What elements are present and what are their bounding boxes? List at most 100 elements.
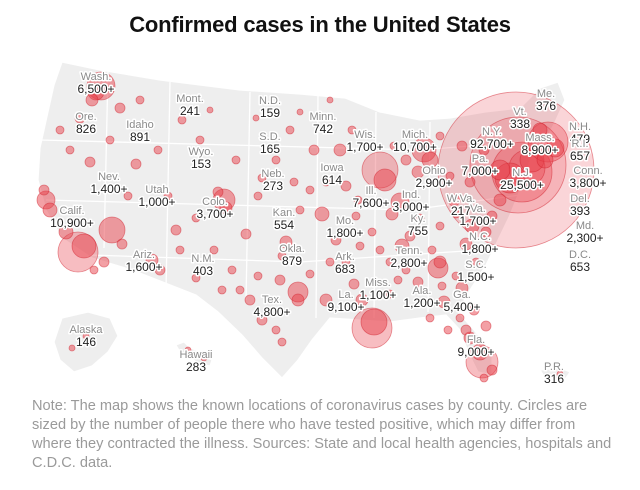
case-bubble bbox=[360, 308, 388, 336]
case-bubble bbox=[212, 186, 224, 198]
state-case-count: 403 bbox=[193, 264, 213, 278]
case-bubble bbox=[65, 145, 75, 155]
case-bubble bbox=[451, 209, 461, 219]
state-case-count: 146 bbox=[76, 335, 96, 349]
state-case-count: 217 bbox=[451, 204, 471, 218]
case-bubble bbox=[411, 165, 425, 179]
case-bubble bbox=[184, 346, 192, 354]
state-name: Ark. bbox=[335, 251, 355, 263]
state-label-w-va: W.Va.217 bbox=[445, 192, 477, 220]
state-label-mass: Mass.8,900+ bbox=[520, 131, 560, 159]
state-name: N.D. bbox=[259, 95, 281, 107]
state-case-count: 1,600+ bbox=[125, 260, 162, 274]
state-label-ark: Ark.683 bbox=[333, 250, 356, 278]
case-bubble bbox=[486, 210, 498, 222]
state-label-ind: Ind.3,000+ bbox=[391, 188, 431, 216]
state-label-n-m: N.M.403 bbox=[190, 252, 216, 280]
state-case-count: 9,000+ bbox=[457, 345, 494, 359]
case-bubble bbox=[435, 131, 445, 141]
case-bubble bbox=[240, 228, 252, 240]
state-name: Miss. bbox=[365, 277, 391, 289]
case-bubble bbox=[401, 265, 411, 275]
state-name: Mass. bbox=[525, 132, 554, 144]
state-label-mo: Mo.1,800+ bbox=[325, 214, 365, 242]
state-label-wis: Wis.1,700+ bbox=[345, 128, 385, 156]
case-bubble bbox=[385, 207, 399, 221]
state-label-colo: Colo.3,700+ bbox=[195, 195, 235, 223]
state-name: Neb. bbox=[261, 168, 284, 180]
case-bubble bbox=[252, 114, 260, 122]
case-bubble bbox=[305, 185, 315, 195]
case-bubble bbox=[279, 235, 293, 249]
state-name: Tenn. bbox=[396, 245, 423, 257]
case-bubble bbox=[437, 295, 451, 309]
state-name: Colo. bbox=[202, 196, 228, 208]
case-bubble bbox=[206, 106, 214, 114]
case-bubble bbox=[471, 343, 489, 361]
case-bubble bbox=[486, 364, 498, 376]
state-case-count: 879 bbox=[282, 254, 302, 268]
case-bubble bbox=[556, 370, 564, 378]
state-case-count: 653 bbox=[570, 260, 590, 274]
case-bubble bbox=[38, 184, 50, 196]
case-bubble bbox=[163, 191, 173, 201]
state-case-count: 273 bbox=[263, 179, 283, 193]
case-bubble bbox=[130, 158, 142, 170]
state-label-kan: Kan.554 bbox=[271, 206, 297, 234]
case-bubble bbox=[455, 313, 465, 323]
state-name: Minn. bbox=[310, 111, 337, 123]
state-name: Del. bbox=[570, 193, 590, 205]
case-bubble bbox=[425, 313, 435, 323]
state-label-fla: Fla.9,000+ bbox=[456, 333, 496, 361]
alaska-shape bbox=[53, 311, 119, 373]
case-bubble bbox=[82, 332, 90, 340]
case-bubble bbox=[468, 304, 480, 316]
case-bubble bbox=[460, 324, 472, 336]
case-bubble bbox=[321, 177, 331, 187]
state-labels: Wash.6,500+Ore.826 Idaho891Mont.241N.D.15… bbox=[49, 70, 608, 388]
state-case-count: 316 bbox=[544, 372, 564, 386]
case-bubble bbox=[244, 294, 256, 306]
state-case-count: 10,900+ bbox=[50, 216, 94, 230]
state-case-count: 1,400+ bbox=[90, 182, 127, 196]
state-name: Calif. bbox=[59, 205, 84, 217]
case-bubble bbox=[451, 271, 461, 281]
state-name: Ala. bbox=[413, 285, 432, 297]
state-label-nev: Nev.1,400+ bbox=[89, 170, 129, 198]
state-name: Wyo. bbox=[189, 146, 214, 158]
state-case-count: 8,900+ bbox=[521, 143, 558, 157]
state-case-count: 393 bbox=[570, 204, 590, 218]
state-name: S.C. bbox=[465, 259, 486, 271]
state-name: Va. bbox=[470, 203, 486, 215]
state-label-ariz: Ariz.1,600+ bbox=[124, 248, 164, 276]
state-name: Iowa bbox=[320, 162, 344, 174]
case-bubble bbox=[389, 141, 399, 151]
us-case-map: Wash.6,500+Ore.826 Idaho891Mont.241N.D.15… bbox=[36, 61, 608, 388]
case-bubble bbox=[347, 125, 357, 135]
state-name: Conn. bbox=[573, 165, 602, 177]
state-name: Mo. bbox=[336, 215, 354, 227]
case-bubble bbox=[98, 216, 126, 244]
state-case-count: 159 bbox=[260, 106, 280, 120]
case-bubble bbox=[85, 93, 99, 107]
state-case-count: 241 bbox=[180, 104, 200, 118]
state-name: Ind. bbox=[402, 189, 420, 201]
case-bubble bbox=[105, 135, 115, 145]
case-bubble bbox=[58, 224, 74, 240]
case-bubble bbox=[394, 238, 410, 254]
case-bubble bbox=[116, 238, 128, 250]
state-label-ky: Ky.755 bbox=[406, 212, 429, 240]
state-case-count: 755 bbox=[408, 224, 428, 238]
state-case-count: 891 bbox=[130, 130, 150, 144]
case-bubble bbox=[445, 171, 455, 181]
state-name: Wis. bbox=[354, 129, 375, 141]
state-case-count: 9,100+ bbox=[327, 300, 364, 314]
case-bubble bbox=[253, 271, 263, 281]
state-case-count: 2,900+ bbox=[415, 176, 452, 190]
case-bubble bbox=[55, 125, 65, 135]
state-label-mich: Mich.10,700+ bbox=[392, 128, 439, 156]
case-bubble bbox=[435, 221, 445, 231]
case-bubble bbox=[351, 211, 361, 221]
state-name: Alaska bbox=[69, 324, 103, 336]
